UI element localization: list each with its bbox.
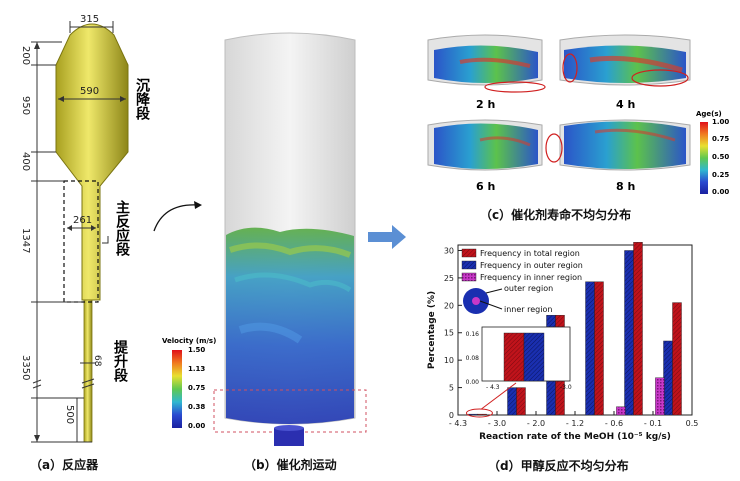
- dim-wide-height: 950: [20, 96, 31, 116]
- y-tick-label: 15: [444, 329, 454, 338]
- dim-wide-width: 590: [80, 86, 100, 97]
- reaction-rate-chart: 0 5 10 15 20 25 30 - 4.3 - 3.0 - 2.0 - 1.2 - 0.6 - 0…: [427, 242, 699, 442]
- x-tick-label: - 1.2: [566, 419, 584, 428]
- time-label-4h: 4 h: [616, 98, 636, 111]
- legend-label: Frequency in outer region: [480, 261, 583, 270]
- time-label-6h: 6 h: [476, 180, 496, 193]
- dim-bottom-height: 500: [64, 405, 75, 425]
- snapshot-6h: [427, 119, 543, 171]
- panel-a: 315 200 950 590 400 1347 261 3350 68 500…: [0, 0, 160, 481]
- y-tick-label: 25: [444, 274, 454, 283]
- panel-c: 2 h 4 h 6 h 8 h Age(s) 1.00 0.75 0.50 0.…: [420, 0, 740, 225]
- bar-1: [468, 413, 478, 416]
- zone-main: 主反应段: [114, 200, 130, 256]
- age-tick: 0.25: [712, 171, 730, 179]
- cylinder-simulation: [213, 32, 367, 446]
- inset-y-tick: 0.16: [466, 331, 480, 338]
- region-inner-circle: [472, 297, 480, 305]
- time-label-2h: 2 h: [476, 98, 496, 111]
- velocity-tick: 1.50: [188, 346, 206, 354]
- legend-swatch: [461, 260, 477, 270]
- age-snapshots: [427, 34, 691, 171]
- age-tick: 0.00: [712, 188, 730, 196]
- snapshot-8h: [545, 119, 691, 171]
- velocity-colorbar: [172, 350, 182, 428]
- y-tick-label: 0: [449, 411, 454, 420]
- panel-b: Velocity (m/s) 1.50 1.13 0.75 0.38 0.00 …: [160, 0, 410, 481]
- velocity-tick: 0.00: [188, 422, 206, 430]
- x-axis-label: Reaction rate of the MeOH (10⁻⁵ kg/s): [479, 432, 671, 442]
- caption-a: （a）反应器: [30, 458, 99, 472]
- inset-bar-outer: [523, 332, 545, 382]
- x-tick-label: - 0.1: [644, 419, 662, 428]
- inset-y-tick: 0.00: [466, 379, 480, 386]
- inset-x-tick: - 4.3: [486, 384, 500, 391]
- zoom-source-ellipse: [465, 408, 493, 418]
- y-axis-label: Percentage (%): [427, 291, 437, 369]
- y-tick-label: 5: [449, 384, 454, 393]
- bar-1: [507, 387, 517, 416]
- inset-x-tick: -3.0: [560, 384, 572, 391]
- age-tick: 1.00: [712, 118, 730, 126]
- inner-region-label: inner region: [504, 305, 552, 314]
- dim-riser-width: 68: [92, 355, 102, 367]
- x-tick-label: - 0.6: [605, 419, 623, 428]
- arrow-a-b-icon: [153, 201, 202, 232]
- inset-y-tick: 0.08: [466, 355, 480, 362]
- bar-0: [672, 302, 682, 416]
- dim-top-width: 315: [80, 14, 100, 25]
- velocity-tick: 0.75: [188, 384, 206, 392]
- bar-1: [624, 250, 634, 416]
- dim-main-width: 261: [73, 215, 93, 226]
- panel-d: 0 5 10 15 20 25 30 - 4.3 - 3.0 - 2.0 - 1.2 - 0.6 - 0…: [420, 235, 740, 481]
- snapshot-2h: [427, 34, 546, 93]
- caption-d: （d）甲醇反应不均匀分布: [488, 459, 629, 473]
- bar-1: [585, 281, 595, 416]
- inset-bar-total: [503, 332, 525, 382]
- x-tick-label: - 3.0: [488, 419, 506, 428]
- dim-cone-height: 400: [20, 152, 31, 172]
- y-tick-label: 10: [444, 356, 454, 365]
- bar-0: [477, 413, 487, 416]
- bar-0: [594, 281, 604, 416]
- age-tick: 0.75: [712, 135, 730, 143]
- bar-0: [516, 387, 526, 416]
- y-tick-label: 20: [444, 301, 454, 310]
- bar-1: [663, 340, 673, 416]
- legend-swatch: [461, 272, 477, 282]
- zoom-pointer-line: [481, 382, 517, 410]
- dim-main-height: 1347: [20, 228, 31, 254]
- zone-settling: 沉降段: [134, 78, 150, 120]
- x-tick-label: - 2.0: [527, 419, 545, 428]
- legend-swatch: [461, 248, 477, 258]
- bar-2: [655, 377, 665, 416]
- caption-b: （b）催化剂运动: [244, 458, 337, 472]
- legend-label: Frequency in inner region: [480, 273, 582, 282]
- age-colorbar: [700, 122, 708, 194]
- velocity-colorbar-title: Velocity (m/s): [162, 337, 217, 345]
- arrow-b-d-icon: [368, 225, 406, 249]
- dim-riser-height: 3350: [20, 355, 31, 381]
- caption-c: （c）催化剂寿命不均匀分布: [480, 208, 632, 222]
- y-tick-label: 30: [444, 246, 454, 255]
- velocity-tick: 1.13: [188, 365, 206, 373]
- zone-riser: 提升段: [112, 340, 128, 382]
- outer-region-label: outer region: [504, 284, 553, 293]
- outer-pointer: [485, 288, 503, 294]
- time-label-8h: 8 h: [616, 180, 636, 193]
- bar-2: [616, 406, 626, 416]
- legend-label: Frequency in total region: [480, 249, 580, 258]
- reactor-diagram: [31, 21, 129, 443]
- velocity-tick: 0.38: [188, 403, 206, 411]
- inner-pointer: [479, 300, 503, 310]
- age-tick: 0.50: [712, 153, 730, 161]
- x-tick-label: 0.5: [686, 419, 699, 428]
- x-tick-label: - 4.3: [449, 419, 467, 428]
- dim-top-height: 200: [20, 46, 31, 66]
- bar-0: [633, 242, 643, 416]
- age-colorbar-title: Age(s): [696, 110, 722, 118]
- snapshot-4h: [559, 34, 691, 87]
